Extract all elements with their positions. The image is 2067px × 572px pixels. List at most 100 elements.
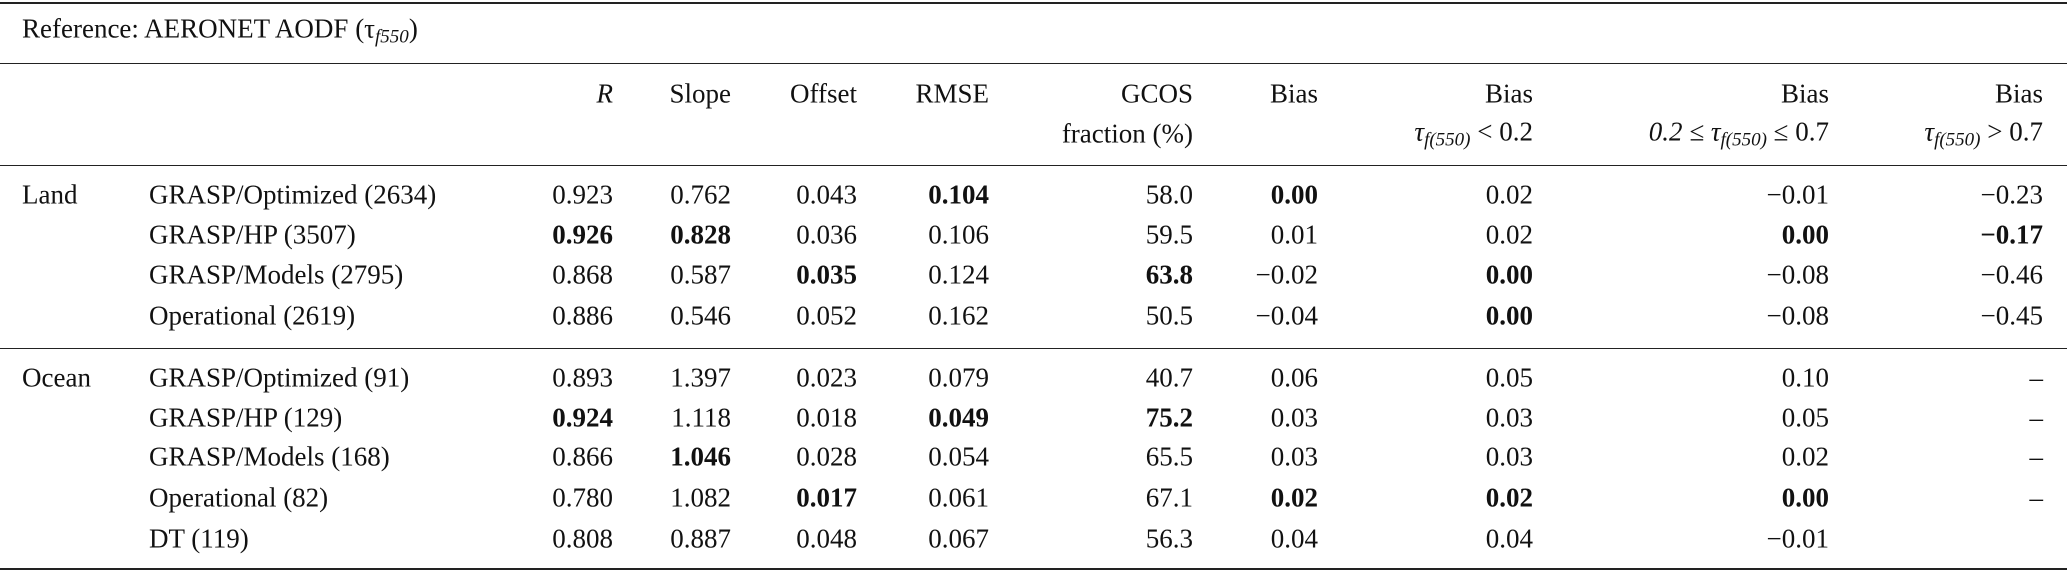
cell: 59.5: [1145, 219, 1193, 250]
cell: 0.04: [1485, 523, 1533, 554]
cell: 0.043: [796, 179, 857, 210]
cell: 0.762: [670, 179, 731, 210]
cell: 0.780: [552, 482, 613, 513]
cell: 0.03: [1485, 441, 1533, 472]
cell: 0.04: [1270, 523, 1318, 554]
cell: –: [2029, 482, 2044, 513]
condition-sub: f(550): [1934, 129, 1981, 151]
cell: 0.03: [1270, 402, 1318, 433]
cell: 0.866: [552, 441, 613, 472]
top-rule: [0, 2, 2067, 4]
condition-post: ≤ 0.7: [1766, 116, 1829, 147]
cell: 63.8: [1145, 259, 1193, 290]
row-label: GRASP/HP (129): [149, 402, 343, 433]
cell: 0.926: [552, 219, 613, 250]
column-header: R: [596, 78, 614, 109]
cell: 0.104: [928, 179, 989, 210]
cell: 0.061: [928, 482, 989, 513]
cell: 0.052: [796, 300, 857, 331]
cell: −0.08: [1766, 259, 1829, 290]
cell: 0.00: [1485, 300, 1533, 331]
row-label: DT (119): [149, 523, 249, 554]
column-header-condition: 0.2 ≤ τf(550) ≤ 0.7: [1648, 116, 1829, 150]
cell: 0.023: [796, 362, 857, 393]
cell: −0.46: [1980, 259, 2043, 290]
cell: 0.049: [928, 402, 989, 433]
column-header: RMSE: [915, 78, 989, 109]
cell: 0.035: [796, 259, 857, 290]
cell: 0.079: [928, 362, 989, 393]
cell: −0.08: [1766, 300, 1829, 331]
cell: 0.587: [670, 259, 731, 290]
cell: 1.397: [670, 362, 731, 393]
cell: 0.05: [1485, 362, 1533, 393]
cell: 0.02: [1781, 441, 1829, 472]
cell: 58.0: [1145, 179, 1193, 210]
bottom-rule: [0, 568, 2067, 570]
condition-post: > 0.7: [1980, 116, 2043, 147]
cell: 0.808: [552, 523, 613, 554]
row-label: Operational (2619): [149, 300, 356, 331]
column-header: Bias: [1994, 78, 2043, 109]
cell: 0.048: [796, 523, 857, 554]
cell: 0.00: [1270, 179, 1318, 210]
column-header-condition: τf(550) > 0.7: [1924, 116, 2043, 151]
group-rule: [0, 348, 2067, 349]
cell: 0.00: [1485, 259, 1533, 290]
cell: −0.45: [1980, 300, 2043, 331]
group-name: Land: [22, 179, 78, 210]
cell: 0.106: [928, 219, 989, 250]
cell: 0.028: [796, 441, 857, 472]
cell: 0.00: [1781, 482, 1829, 513]
header-rule: [0, 165, 2067, 166]
cell: 0.887: [670, 523, 731, 554]
table-title: Reference: AERONET AODF (τf550): [22, 13, 418, 48]
cell: 1.118: [671, 402, 731, 433]
cell: 0.017: [796, 482, 857, 513]
cell: 0.02: [1485, 482, 1533, 513]
condition-post: < 0.2: [1470, 116, 1533, 147]
cell: −0.17: [1980, 219, 2043, 250]
cell: −0.01: [1766, 523, 1829, 554]
condition-pre: τ: [1414, 116, 1425, 147]
cell: –: [2029, 441, 2044, 472]
row-label: GRASP/Models (168): [149, 441, 390, 472]
cell: 65.5: [1145, 441, 1193, 472]
cell: 0.162: [928, 300, 989, 331]
column-header: Slope: [669, 78, 731, 109]
condition-pre: τ: [1924, 116, 1935, 147]
cell: 0.923: [552, 179, 613, 210]
cell: –: [2029, 402, 2044, 433]
condition-pre: 0.2 ≤ τ: [1648, 116, 1721, 147]
cell: 0.00: [1781, 219, 1829, 250]
cell: 40.7: [1145, 362, 1193, 393]
column-header-line2: fraction (%): [1061, 118, 1193, 149]
row-label: Operational (82): [149, 482, 329, 513]
cell: 0.03: [1485, 402, 1533, 433]
cell: 0.054: [928, 441, 989, 472]
row-label: GRASP/HP (3507): [149, 219, 356, 250]
cell: −0.23: [1980, 179, 2043, 210]
cell: 0.02: [1485, 179, 1533, 210]
cell: 0.886: [552, 300, 613, 331]
cell: 56.3: [1145, 523, 1193, 554]
column-header: Bias: [1269, 78, 1318, 109]
row-label: GRASP/Optimized (91): [149, 362, 410, 393]
group-name: Ocean: [22, 362, 91, 393]
cell: 0.05: [1781, 402, 1829, 433]
cell: 1.046: [670, 441, 731, 472]
title-text: Reference: AERONET AODF (τ: [22, 13, 376, 44]
cell: 67.1: [1145, 482, 1193, 513]
cell: 0.067: [928, 523, 989, 554]
row-label: GRASP/Optimized (2634): [149, 179, 437, 210]
cell: −0.04: [1255, 300, 1318, 331]
column-header: Bias: [1780, 78, 1829, 109]
cell: 50.5: [1145, 300, 1193, 331]
title-sub: f550: [375, 26, 409, 48]
column-header: GCOS: [1120, 78, 1193, 109]
title-rule: [0, 63, 2067, 64]
condition-sub: f(550): [1424, 129, 1471, 151]
cell: 0.03: [1270, 441, 1318, 472]
column-header: Offset: [790, 78, 857, 109]
